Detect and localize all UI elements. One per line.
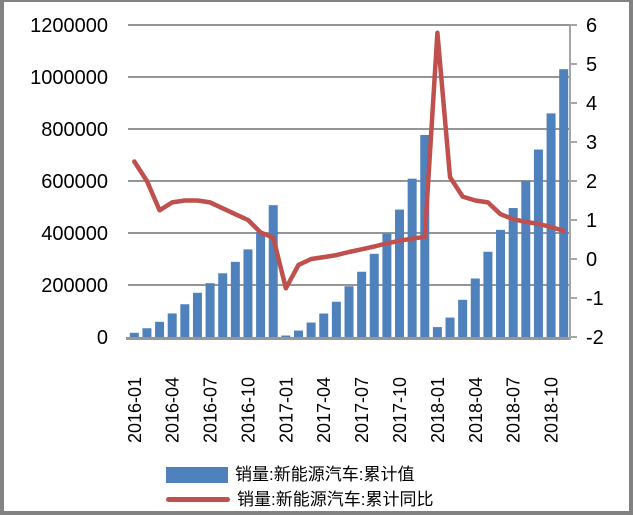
bar-2018-04 — [470, 278, 480, 337]
left-axis-tick-label: 600000 — [41, 171, 108, 193]
bar-2016-09 — [230, 261, 240, 337]
left-axis-tick-label: 800000 — [41, 119, 108, 141]
x-axis-tick-label: 2017-01 — [276, 377, 296, 443]
left-axis-tick-label: 1200000 — [30, 15, 108, 37]
bar-2017-08 — [369, 253, 379, 337]
right-axis-tick-label: 6 — [586, 15, 597, 37]
right-axis-tick-label: 4 — [586, 93, 597, 115]
legend-row-bar-series: 销量:新能源汽车:累计值 — [166, 462, 433, 487]
bar-2018-07 — [508, 208, 518, 337]
legend-row-line-series: 销量:新能源汽车:累计同比 — [166, 487, 433, 512]
bar-2016-10 — [243, 249, 253, 337]
bar-2016-02 — [142, 328, 152, 337]
bar-2016-07 — [205, 283, 215, 337]
left-axis-tick-label: 1000000 — [30, 67, 108, 89]
x-axis-tick-label: 2018-01 — [428, 377, 448, 443]
x-axis-tick-label: 2016-01 — [125, 377, 145, 443]
bar-2017-11 — [407, 178, 417, 337]
right-axis-tick-label: -2 — [586, 327, 604, 349]
frame-border-right — [629, 0, 633, 515]
bar-2017-04 — [319, 313, 329, 337]
bar-2017-07 — [357, 271, 367, 337]
x-axis-tick-label: 2018-07 — [504, 377, 524, 443]
x-axis-tick-label: 2016-10 — [238, 377, 258, 443]
bar-2017-10 — [395, 209, 405, 337]
bar-2018-02 — [445, 317, 455, 337]
bar-2018-05 — [483, 251, 493, 337]
yoy-line — [132, 30, 566, 291]
right-axis-tick-label: 3 — [586, 132, 597, 154]
bar-2018-06 — [496, 229, 506, 337]
bar-2016-12 — [268, 205, 278, 337]
bar-2017-05 — [331, 301, 341, 337]
bar-2017-03 — [306, 322, 316, 337]
x-axis-tick-label: 2016-07 — [201, 377, 221, 443]
left-axis-tick-label: 200000 — [41, 275, 108, 297]
bar-2016-04 — [167, 313, 177, 337]
right-axis-tick-label: 1 — [586, 210, 597, 232]
bar-2017-02 — [293, 330, 303, 337]
right-axis-tick-label: 5 — [586, 54, 597, 76]
legend: 销量:新能源汽车:累计值 销量:新能源汽车:累计同比 — [166, 462, 433, 512]
bar-2016-06 — [192, 292, 202, 337]
bar-2016-01 — [129, 332, 139, 337]
left-axis-tick-label: 400000 — [41, 223, 108, 245]
bar-2018-09 — [533, 149, 543, 337]
frame-border-left — [0, 0, 4, 515]
right-axis-tick-label: 0 — [586, 249, 597, 271]
bar-2017-01 — [281, 335, 291, 337]
legend-line-swatch — [166, 497, 230, 502]
legend-bar-label: 销量:新能源汽车:累计值 — [235, 465, 415, 484]
x-axis-tick-label: 2017-10 — [390, 377, 410, 443]
left-axis-tick-label: 0 — [97, 327, 108, 349]
right-axis-tick-label: 2 — [586, 171, 597, 193]
bar-2017-06 — [344, 286, 354, 337]
bar-2018-08 — [521, 180, 531, 337]
x-axis-tick-label: 2018-10 — [542, 377, 562, 443]
x-axis-tick-label: 2017-04 — [314, 377, 334, 443]
bar-2016-05 — [180, 304, 190, 337]
x-axis-tick-label: 2016-04 — [163, 377, 183, 443]
x-axis-tick-label: 2017-07 — [352, 377, 372, 443]
bar-2018-03 — [458, 299, 468, 337]
bar-2018-11 — [559, 69, 569, 337]
right-axis-tick-label: -1 — [586, 288, 604, 310]
legend-bar-swatch — [166, 466, 228, 483]
legend-line-label: 销量:新能源汽车:累计同比 — [237, 490, 434, 509]
frame-border-bottom — [0, 511, 633, 515]
bar-2016-08 — [218, 273, 228, 337]
bar-2018-01 — [432, 327, 442, 337]
bar-2016-11 — [256, 232, 266, 337]
bar-2017-09 — [382, 233, 392, 337]
bar-2016-03 — [155, 321, 165, 337]
frame-border-top — [0, 0, 633, 2]
x-axis-tick-label: 2018-04 — [466, 377, 486, 443]
